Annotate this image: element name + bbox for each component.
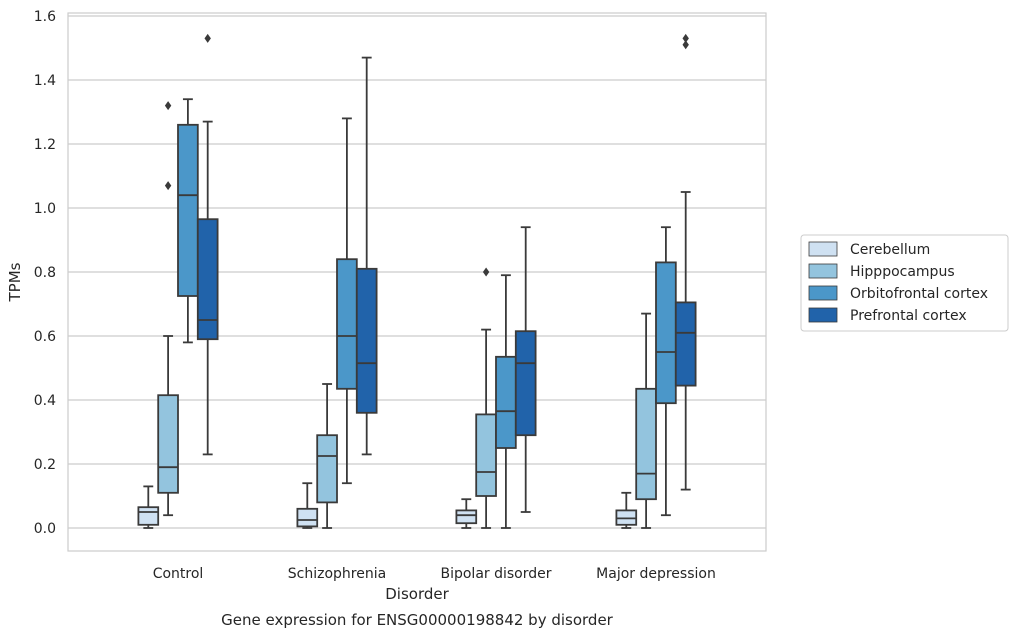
y-tick-label: 1.4 — [34, 73, 56, 89]
outlier-point — [164, 101, 172, 111]
box-iqr — [316, 434, 338, 504]
box-iqr — [355, 267, 378, 414]
y-tick-label: 0.8 — [34, 265, 56, 281]
legend-label: Prefrontal cortex — [850, 308, 967, 324]
box-iqr — [177, 123, 199, 297]
legend-label: Hipppocampus — [850, 264, 955, 280]
y-tick-label: 1.2 — [34, 137, 56, 153]
legend: Cerebellum Hipppocampus Orbitofrontal cort… — [800, 234, 1009, 332]
box-cerebellum — [137, 485, 160, 529]
box-cerebellum — [296, 482, 319, 529]
box-iqr — [157, 394, 179, 494]
box-iqr — [336, 258, 358, 390]
legend-box — [800, 234, 1009, 332]
box-iqr — [296, 507, 319, 528]
y-tick-label: 0.6 — [34, 329, 56, 345]
box-orbitofrontal-cortex — [336, 117, 358, 485]
box-iqr — [655, 261, 677, 405]
outlier-point — [682, 40, 689, 50]
outlier-point — [204, 33, 211, 43]
box-iqr — [495, 355, 517, 449]
box-hipppocampus — [316, 383, 338, 529]
x-axis-label: Disorder — [385, 585, 449, 603]
box-iqr — [635, 387, 657, 501]
box-iqr — [475, 413, 497, 497]
y-tick-label: 0.2 — [34, 457, 56, 473]
plot-frame — [67, 12, 767, 552]
box-prefrontal-cortex — [355, 56, 378, 456]
legend-swatch — [808, 285, 838, 301]
box-orbitofrontal-cortex — [177, 98, 199, 344]
y-tick-label: 1.6 — [34, 9, 56, 25]
x-tick-label: Major depression — [596, 566, 716, 582]
box-hipppocampus — [475, 267, 497, 529]
box-iqr — [674, 301, 697, 387]
y-tick-label: 0.0 — [34, 521, 56, 537]
chart-caption: Gene expression for ENSG00000198842 by d… — [221, 611, 614, 629]
legend-label: Orbitofrontal cortex — [850, 286, 988, 302]
box-prefrontal-cortex — [514, 226, 537, 513]
y-tick-label: 1.0 — [34, 201, 56, 217]
y-axis-label: TPMs — [6, 262, 24, 302]
y-tick-labels: 0.0 0.2 0.4 0.6 0.8 1.0 1.2 1.4 1.6 — [34, 9, 56, 537]
box-hipppocampus — [157, 101, 179, 517]
box-cerebellum — [455, 498, 478, 529]
legend-swatch — [808, 263, 838, 279]
legend-swatch — [808, 241, 838, 257]
outlier-point — [682, 33, 689, 43]
legend-swatch — [808, 307, 838, 323]
box-iqr — [455, 509, 478, 525]
box-iqr — [514, 330, 537, 437]
box-cerebellum — [615, 491, 638, 529]
outlier-point — [482, 267, 490, 277]
box-orbitofrontal-cortex — [495, 274, 517, 529]
box-orbitofrontal-cortex — [655, 226, 677, 517]
x-tick-label: Schizophrenia — [288, 566, 386, 582]
box-iqr — [196, 218, 219, 341]
outlier-point — [164, 181, 172, 191]
box-iqr — [137, 506, 160, 526]
y-tick-label: 0.4 — [34, 393, 56, 409]
box-prefrontal-cortex — [196, 33, 219, 456]
boxes — [137, 33, 697, 529]
box-prefrontal-cortex — [674, 33, 697, 491]
x-tick-label: Control — [153, 566, 204, 582]
x-tick-label: Bipolar disorder — [440, 566, 551, 582]
box-hipppocampus — [635, 312, 657, 529]
x-tick-labels: Control Schizophrenia Bipolar disorder Majo… — [153, 566, 716, 582]
legend-label: Cerebellum — [850, 242, 930, 258]
